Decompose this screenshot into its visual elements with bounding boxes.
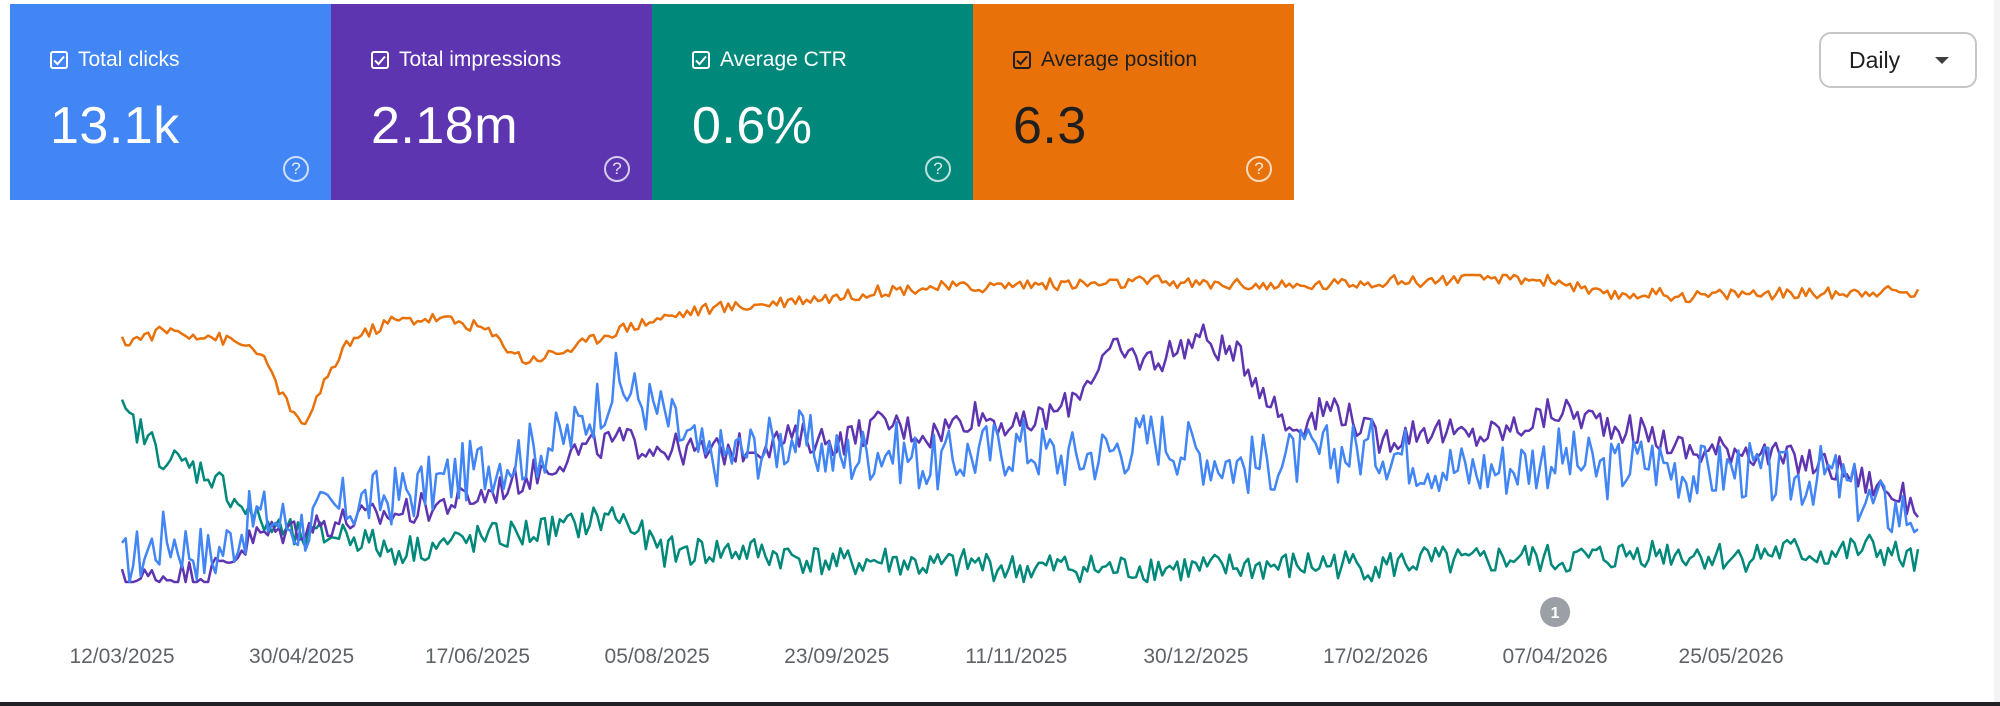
metric-label: Total impressions [399, 48, 562, 71]
metric-card-header: Total impressions [371, 48, 561, 72]
metric-card-average-position[interactable]: Average position 6.3 ? [973, 4, 1294, 200]
metric-card-header: Average CTR [692, 48, 847, 72]
x-tick-label: 17/06/2025 [425, 645, 530, 668]
help-circle-icon[interactable]: ? [604, 156, 630, 182]
help-circle-icon[interactable]: ? [1246, 156, 1272, 182]
checkbox-checked-icon[interactable] [371, 51, 389, 69]
help-circle-icon[interactable]: ? [283, 156, 309, 182]
metric-card-header: Average position [1013, 48, 1197, 72]
help-circle-icon[interactable]: ? [925, 156, 951, 182]
checkbox-checked-icon[interactable] [50, 51, 68, 69]
metric-value: 2.18m [371, 97, 519, 155]
x-tick-label: 05/08/2025 [605, 645, 710, 668]
annotation-marker-circle[interactable] [1540, 597, 1571, 627]
metric-value: 6.3 [1013, 97, 1087, 155]
panel-edge [1994, 0, 2000, 706]
checkbox-checked-icon[interactable] [692, 51, 710, 69]
metric-value: 13.1k [50, 97, 180, 155]
annotation-marker-label: 1 [1551, 605, 1560, 622]
granularity-dropdown[interactable]: Daily [1819, 32, 1977, 88]
x-tick-label: 11/11/2025 [965, 645, 1067, 668]
metric-card-average-ctr[interactable]: Average CTR 0.6% ? [652, 4, 973, 200]
annotation-layer: 1 [1540, 597, 1571, 627]
caret-down-icon [1935, 57, 1949, 64]
x-axis-ticks: 12/03/2025 30/04/2025 17/06/2025 05/08/2025… [69, 645, 1783, 668]
metric-label: Total clicks [78, 48, 180, 71]
x-tick-label: 17/02/2026 [1323, 645, 1428, 668]
series-line-average-position [120, 273, 1920, 426]
series-layer [120, 273, 1920, 584]
metric-value: 0.6% [692, 97, 813, 155]
panel-bottom-border [0, 702, 2000, 706]
checkbox-checked-icon[interactable] [1013, 51, 1031, 69]
series-line-total-impressions [120, 323, 1919, 584]
metric-label: Average position [1041, 48, 1198, 71]
metric-cards: Total clicks 13.1k ? Total impressions 2… [10, 4, 1294, 200]
dropdown-selected-value: Daily [1849, 46, 1901, 73]
metric-label: Average CTR [720, 48, 847, 71]
metric-card-header: Total clicks [50, 48, 180, 72]
metric-card-total-impressions[interactable]: Total impressions 2.18m ? [331, 4, 652, 200]
metric-card-total-clicks[interactable]: Total clicks 13.1k ? [10, 4, 331, 200]
x-tick-label: 30/12/2025 [1143, 645, 1248, 668]
annotation-marker[interactable]: 1 [1540, 597, 1571, 627]
series-line-average-ctr [120, 399, 1920, 584]
x-tick-label: 07/04/2026 [1503, 645, 1608, 668]
series-line-total-clicks [121, 351, 1919, 584]
x-tick-label: 23/09/2025 [784, 645, 889, 668]
x-tick-label: 30/04/2025 [249, 645, 354, 668]
x-tick-label: 25/05/2026 [1679, 645, 1784, 668]
x-tick-label: 12/03/2025 [69, 645, 174, 668]
